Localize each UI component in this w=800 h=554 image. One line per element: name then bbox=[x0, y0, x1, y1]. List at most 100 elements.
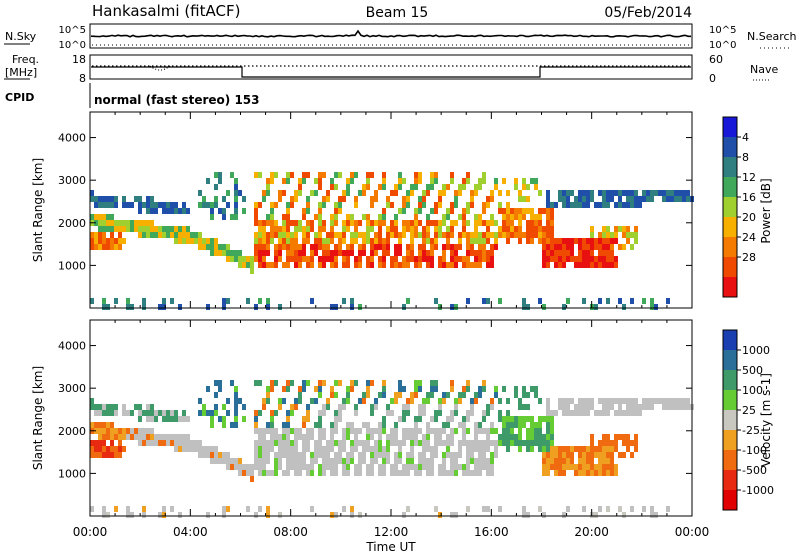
velocity-cell bbox=[446, 452, 450, 458]
velocity-cell bbox=[278, 446, 282, 452]
velocity-cell bbox=[310, 458, 314, 464]
power-cell bbox=[510, 208, 514, 214]
velocity-cell bbox=[334, 470, 338, 476]
velocity-cell bbox=[406, 452, 410, 458]
power-cell bbox=[626, 232, 630, 238]
power-cell bbox=[570, 256, 574, 262]
colorbar-tick-label: -100 bbox=[742, 444, 767, 457]
velocity-cell bbox=[642, 506, 646, 512]
power-cell bbox=[598, 256, 602, 262]
power-cell bbox=[462, 220, 466, 226]
power-cell bbox=[330, 232, 334, 238]
velocity-cell bbox=[586, 458, 590, 464]
power-cell bbox=[366, 238, 370, 244]
power-cell bbox=[466, 178, 470, 184]
power-cell bbox=[214, 184, 218, 190]
velocity-cell bbox=[650, 512, 654, 518]
velocity-cell bbox=[678, 398, 682, 404]
power-cell bbox=[270, 178, 274, 184]
velocity-cell bbox=[614, 464, 618, 470]
power-cell bbox=[610, 244, 614, 250]
velocity-cell bbox=[538, 398, 542, 404]
power-cell bbox=[482, 244, 486, 250]
power-cell bbox=[518, 208, 522, 214]
velocity-cell bbox=[146, 416, 150, 422]
velocity-cell bbox=[402, 404, 406, 410]
velocity-cell bbox=[382, 422, 386, 428]
x-tick-label: 12:00 bbox=[374, 525, 409, 539]
power-cell bbox=[350, 220, 354, 226]
power-cell bbox=[530, 214, 534, 220]
power-cell bbox=[254, 238, 258, 244]
velocity-cell bbox=[342, 458, 346, 464]
colorbar-swatch bbox=[723, 410, 737, 431]
velocity-cell bbox=[126, 428, 130, 434]
power-cell bbox=[390, 256, 394, 262]
power-cell bbox=[422, 196, 426, 202]
velocity-cell bbox=[430, 386, 434, 392]
velocity-cell bbox=[262, 458, 266, 464]
power-cell bbox=[474, 220, 478, 226]
velocity-cell bbox=[510, 416, 514, 422]
velocity-cell bbox=[154, 434, 158, 440]
power-cell bbox=[270, 214, 274, 220]
power-cell bbox=[282, 226, 286, 232]
power-cell bbox=[642, 298, 646, 304]
velocity-cell bbox=[90, 398, 94, 404]
power-cell bbox=[334, 244, 338, 250]
velocity-cell bbox=[150, 434, 154, 440]
velocity-cell bbox=[574, 410, 578, 416]
power-cell bbox=[374, 232, 378, 238]
power-cell bbox=[550, 220, 554, 226]
power-cell bbox=[442, 244, 446, 250]
power-cell bbox=[442, 250, 446, 256]
velocity-cell bbox=[550, 464, 554, 470]
velocity-cell bbox=[146, 428, 150, 434]
power-cell bbox=[586, 190, 590, 196]
power-cell bbox=[566, 250, 570, 256]
power-cell bbox=[398, 208, 402, 214]
power-cell bbox=[258, 244, 262, 250]
power-cell bbox=[334, 250, 338, 256]
power-cell bbox=[182, 202, 186, 208]
velocity-cell bbox=[410, 440, 414, 446]
power-cell bbox=[126, 298, 130, 304]
velocity-cell bbox=[606, 458, 610, 464]
velocity-cell bbox=[258, 428, 262, 434]
velocity-cell bbox=[254, 464, 258, 470]
velocity-cell bbox=[586, 410, 590, 416]
power-cell bbox=[450, 202, 454, 208]
velocity-cell bbox=[394, 440, 398, 446]
velocity-cell bbox=[290, 452, 294, 458]
power-cell bbox=[234, 196, 238, 202]
power-cell bbox=[538, 190, 542, 196]
power-cell bbox=[290, 244, 294, 250]
power-cell bbox=[318, 214, 322, 220]
velocity-cell bbox=[670, 398, 674, 404]
velocity-cell bbox=[514, 434, 518, 440]
velocity-cell bbox=[286, 452, 290, 458]
velocity-cell bbox=[382, 386, 386, 392]
velocity-cell bbox=[210, 452, 214, 458]
power-cell bbox=[150, 226, 154, 232]
power-cell bbox=[482, 298, 486, 304]
power-cell bbox=[450, 178, 454, 184]
velocity-cell bbox=[350, 440, 354, 446]
velocity-cell bbox=[578, 404, 582, 410]
colorbar-swatch bbox=[723, 390, 737, 411]
power-cell bbox=[110, 244, 114, 250]
power-cell bbox=[334, 202, 338, 208]
velocity-cell bbox=[594, 464, 598, 470]
power-cell bbox=[274, 250, 278, 256]
velocity-cell bbox=[310, 506, 314, 512]
velocity-cell bbox=[450, 410, 454, 416]
x-tick-label: 08:00 bbox=[273, 525, 308, 539]
power-cell bbox=[598, 262, 602, 268]
power-cell bbox=[302, 238, 306, 244]
power-cell bbox=[150, 220, 154, 226]
velocity-cell bbox=[150, 440, 154, 446]
power-cell bbox=[486, 262, 490, 268]
power-cell bbox=[534, 184, 538, 190]
power-cell bbox=[102, 196, 106, 202]
power-cell bbox=[354, 220, 358, 226]
